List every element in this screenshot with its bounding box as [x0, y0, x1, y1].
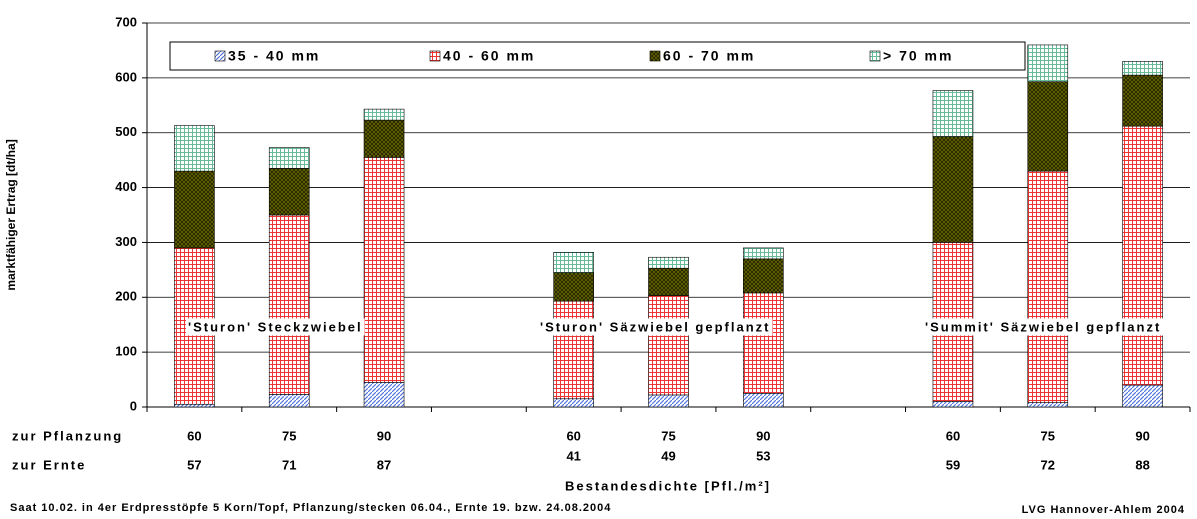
bar-segment — [1122, 384, 1163, 408]
bar-segment — [1122, 125, 1163, 386]
bar-segment — [1027, 44, 1069, 82]
x-tick-label: 60 — [566, 428, 580, 443]
y-tick-label: 0 — [130, 398, 137, 413]
bar-segment — [743, 292, 784, 394]
x-tick-label-harvest: 49 — [661, 448, 675, 463]
bar-segment — [174, 403, 215, 408]
y-tick-label: 200 — [115, 289, 137, 304]
x-tick-label-harvest: 57 — [187, 457, 201, 472]
x-axis-label: Bestandesdichte [Pfl./m²] — [565, 478, 771, 493]
x-tick-label-harvest: 87 — [377, 457, 391, 472]
x-tick-label: 75 — [661, 428, 675, 443]
legend-swatch — [214, 50, 226, 62]
bar-segment — [743, 258, 784, 294]
bar-segment — [1122, 61, 1163, 76]
bar-segment — [268, 394, 310, 408]
legend-swatch — [869, 50, 881, 62]
x-tick-label-harvest: 53 — [756, 448, 770, 463]
x-tick-label: 90 — [377, 428, 391, 443]
bar-segment — [553, 272, 594, 302]
bar-segment — [1027, 81, 1069, 172]
bar-segment — [743, 247, 784, 260]
bar-segment — [553, 300, 594, 400]
row-label: zur Ernte — [12, 457, 86, 472]
x-tick-label: 60 — [946, 428, 960, 443]
legend-box — [169, 41, 1026, 71]
group-label: 'Summit' Säzwiebel gepflanzt — [925, 319, 1161, 334]
bar-segment — [743, 392, 784, 408]
legend-swatch — [429, 50, 441, 62]
x-tick-label-harvest: 71 — [282, 457, 296, 472]
bar-segment — [363, 157, 405, 383]
bar-segment — [648, 394, 689, 408]
x-tick-label: 60 — [187, 428, 201, 443]
bar-segment — [648, 256, 689, 269]
bar-segment — [363, 108, 405, 121]
bar-segment — [648, 295, 689, 396]
y-tick-label: 300 — [115, 234, 137, 249]
bar-segment — [174, 170, 215, 249]
y-tick-label: 400 — [115, 179, 137, 194]
x-tick-label-harvest: 88 — [1135, 457, 1149, 472]
source: LVG Hannover-Ahlem 2004 — [1022, 504, 1185, 516]
group-label: 'Sturon' Steckzwiebel — [188, 319, 363, 334]
bar-segment — [932, 136, 974, 243]
bar-segment — [1027, 402, 1069, 408]
row-label: zur Pflanzung — [12, 428, 123, 443]
bar-segment — [553, 398, 594, 408]
bar-segment — [1122, 74, 1163, 127]
bar-segment — [174, 125, 215, 172]
legend-swatch — [649, 50, 661, 62]
x-tick-label: 75 — [1041, 428, 1055, 443]
y-tick-label: 700 — [115, 14, 137, 29]
bar-segment — [648, 267, 689, 296]
bar-segment — [363, 382, 405, 408]
group-label-bg — [538, 318, 773, 336]
legend-label: > 70 mm — [883, 48, 953, 64]
footnote: Saat 10.02. in 4er Erdpresstöpfe 5 Korn/… — [10, 502, 611, 514]
y-tick-label: 100 — [115, 344, 137, 359]
bar-segment — [268, 168, 310, 216]
group-label-bg — [923, 318, 1164, 336]
x-tick-label-harvest: 41 — [566, 448, 580, 463]
legend-label: 60 - 70 mm — [663, 48, 755, 64]
x-tick-label-harvest: 59 — [946, 457, 960, 472]
bar-segment — [553, 252, 594, 273]
y-axis-label: marktfähiger Ertrag [dt/ha] — [4, 139, 18, 290]
bar-segment — [932, 90, 974, 137]
x-tick-label: 90 — [756, 428, 770, 443]
group-label-bg — [186, 318, 365, 336]
bar-segment — [363, 119, 405, 158]
bar-segment — [268, 214, 310, 395]
x-tick-label: 75 — [282, 428, 296, 443]
bar-segment — [268, 147, 310, 169]
x-tick-label-harvest: 72 — [1041, 457, 1055, 472]
legend-label: 40 - 60 mm — [443, 48, 535, 64]
group-label: 'Sturon' Säzwiebel gepflanzt — [540, 319, 770, 334]
y-tick-label: 600 — [115, 69, 137, 84]
bar-segment — [1027, 170, 1069, 403]
legend-label: 35 - 40 mm — [228, 48, 320, 64]
x-tick-label: 90 — [1135, 428, 1149, 443]
y-tick-label: 500 — [115, 124, 137, 139]
bar-segment — [932, 401, 974, 408]
